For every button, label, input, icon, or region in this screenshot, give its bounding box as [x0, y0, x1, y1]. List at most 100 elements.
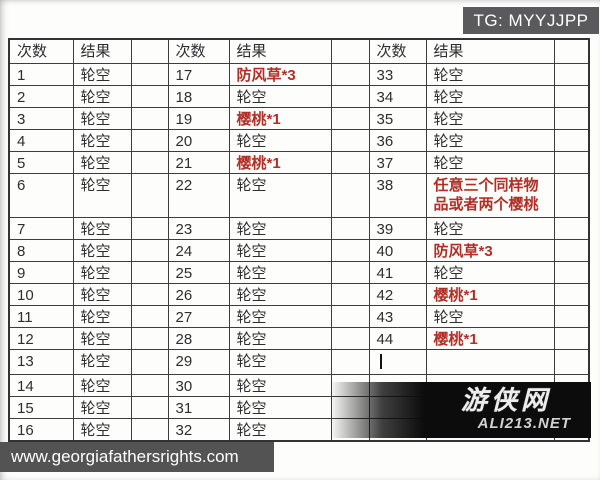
result-cell[interactable]: 轮空	[228, 84, 332, 108]
spacer-cell[interactable]	[330, 128, 370, 152]
times-cell[interactable]: 40	[368, 238, 427, 262]
result-cell[interactable]: 轮空	[72, 326, 132, 350]
times-cell[interactable]: 42	[368, 282, 427, 306]
times-cell[interactable]: 26	[167, 282, 230, 306]
header-times-cell[interactable]: 次数	[8, 38, 74, 64]
result-cell[interactable]: 轮空	[228, 238, 332, 262]
spacer-cell[interactable]	[130, 373, 169, 397]
result-cell[interactable]: 轮空	[72, 260, 132, 284]
spacer-cell[interactable]	[553, 62, 590, 86]
result-cell[interactable]: 轮空	[228, 326, 332, 350]
times-cell[interactable]: 10	[8, 282, 74, 306]
times-cell[interactable]: 36	[368, 128, 427, 152]
times-cell[interactable]: 24	[167, 238, 230, 262]
times-cell[interactable]: 44	[368, 326, 427, 350]
spacer-cell[interactable]	[553, 282, 590, 306]
spacer-cell[interactable]	[130, 106, 169, 130]
result-cell[interactable]: 轮空	[228, 216, 332, 240]
spacer-cell[interactable]	[330, 238, 370, 262]
times-cell[interactable]: 30	[167, 373, 230, 397]
times-cell[interactable]: 34	[368, 84, 427, 108]
spacer-cell[interactable]	[553, 150, 590, 174]
header-spacer-cell[interactable]	[130, 38, 169, 64]
spacer-cell[interactable]	[130, 128, 169, 152]
result-cell[interactable]: 轮空	[228, 304, 332, 328]
times-cell[interactable]: 27	[167, 304, 230, 328]
header-result-cell[interactable]: 结果	[228, 38, 332, 64]
header-result-cell[interactable]: 结果	[72, 38, 132, 64]
times-cell[interactable]: 7	[8, 216, 74, 240]
spacer-cell[interactable]	[553, 128, 590, 152]
result-cell[interactable]: 轮空	[72, 238, 132, 262]
result-cell[interactable]: 轮空	[425, 260, 555, 284]
times-cell[interactable]: 29	[167, 348, 230, 375]
times-cell[interactable]: 1	[8, 62, 74, 86]
result-cell[interactable]: 任意三个同样物品或者两个樱桃	[425, 172, 555, 218]
result-cell[interactable]: 轮空	[72, 417, 132, 441]
result-cell[interactable]: 轮空	[72, 106, 132, 130]
result-cell[interactable]: 轮空	[228, 282, 332, 306]
spacer-cell[interactable]	[130, 150, 169, 174]
result-cell[interactable]: 樱桃*1	[425, 326, 555, 350]
spacer-cell[interactable]	[330, 326, 370, 350]
result-cell[interactable]: 轮空	[72, 128, 132, 152]
spacer-cell[interactable]	[130, 326, 169, 350]
result-cell[interactable]: 轮空	[425, 304, 555, 328]
spacer-cell[interactable]	[130, 62, 169, 86]
result-cell[interactable]: 防风草*3	[228, 62, 332, 86]
result-cell[interactable]: 轮空	[228, 395, 332, 419]
result-cell[interactable]: 樱桃*1	[228, 106, 332, 130]
times-cell[interactable]: 3	[8, 106, 74, 130]
times-cell[interactable]: 37	[368, 150, 427, 174]
times-cell[interactable]: 35	[368, 106, 427, 130]
result-cell[interactable]: 轮空	[425, 128, 555, 152]
times-cell[interactable]: 22	[167, 172, 230, 218]
times-cell[interactable]: 38	[368, 172, 427, 218]
spacer-cell[interactable]	[130, 172, 169, 218]
times-cell[interactable]: 2	[8, 84, 74, 108]
spacer-cell[interactable]	[330, 282, 370, 306]
spacer-cell[interactable]	[553, 326, 590, 350]
times-cell[interactable]: 32	[167, 417, 230, 441]
spacer-cell[interactable]	[130, 348, 169, 375]
spacer-cell[interactable]	[553, 304, 590, 328]
spacer-cell[interactable]	[130, 260, 169, 284]
times-cell[interactable]: 14	[8, 373, 74, 397]
result-cell[interactable]: 轮空	[72, 84, 132, 108]
times-cell[interactable]: 19	[167, 106, 230, 130]
times-cell[interactable]: 18	[167, 84, 230, 108]
times-cell[interactable]: 33	[368, 62, 427, 86]
spacer-cell[interactable]	[553, 216, 590, 240]
spacer-cell[interactable]	[130, 216, 169, 240]
times-cell[interactable]: 17	[167, 62, 230, 86]
spacer-cell[interactable]	[553, 260, 590, 284]
result-cell[interactable]: 轮空	[72, 395, 132, 419]
times-cell[interactable]: 16	[8, 417, 74, 441]
result-cell[interactable]: 轮空	[72, 304, 132, 328]
spacer-cell[interactable]	[553, 84, 590, 108]
times-cell[interactable]: 20	[167, 128, 230, 152]
result-cell[interactable]: 轮空	[228, 172, 332, 218]
result-cell[interactable]: 轮空	[228, 373, 332, 397]
times-cell[interactable]: 9	[8, 260, 74, 284]
result-cell[interactable]	[425, 348, 555, 375]
spacer-cell[interactable]	[553, 106, 590, 130]
spacer-cell[interactable]	[130, 238, 169, 262]
spacer-cell[interactable]	[330, 62, 370, 86]
spacer-cell[interactable]	[130, 395, 169, 419]
times-cell[interactable]: 12	[8, 326, 74, 350]
header-result-cell[interactable]: 结果	[425, 38, 555, 64]
result-cell[interactable]: 轮空	[425, 84, 555, 108]
times-cell[interactable]: 39	[368, 216, 427, 240]
result-cell[interactable]: 轮空	[425, 150, 555, 174]
header-times-cell[interactable]: 次数	[167, 38, 230, 64]
header-spacer-cell[interactable]	[330, 38, 370, 64]
result-cell[interactable]: 轮空	[228, 128, 332, 152]
spacer-cell[interactable]	[330, 150, 370, 174]
times-cell[interactable]: 43	[368, 304, 427, 328]
result-cell[interactable]: 轮空	[72, 216, 132, 240]
result-cell[interactable]: 轮空	[72, 348, 132, 375]
times-cell[interactable]: 4	[8, 128, 74, 152]
times-cell[interactable]: 21	[167, 150, 230, 174]
spacer-cell[interactable]	[330, 260, 370, 284]
